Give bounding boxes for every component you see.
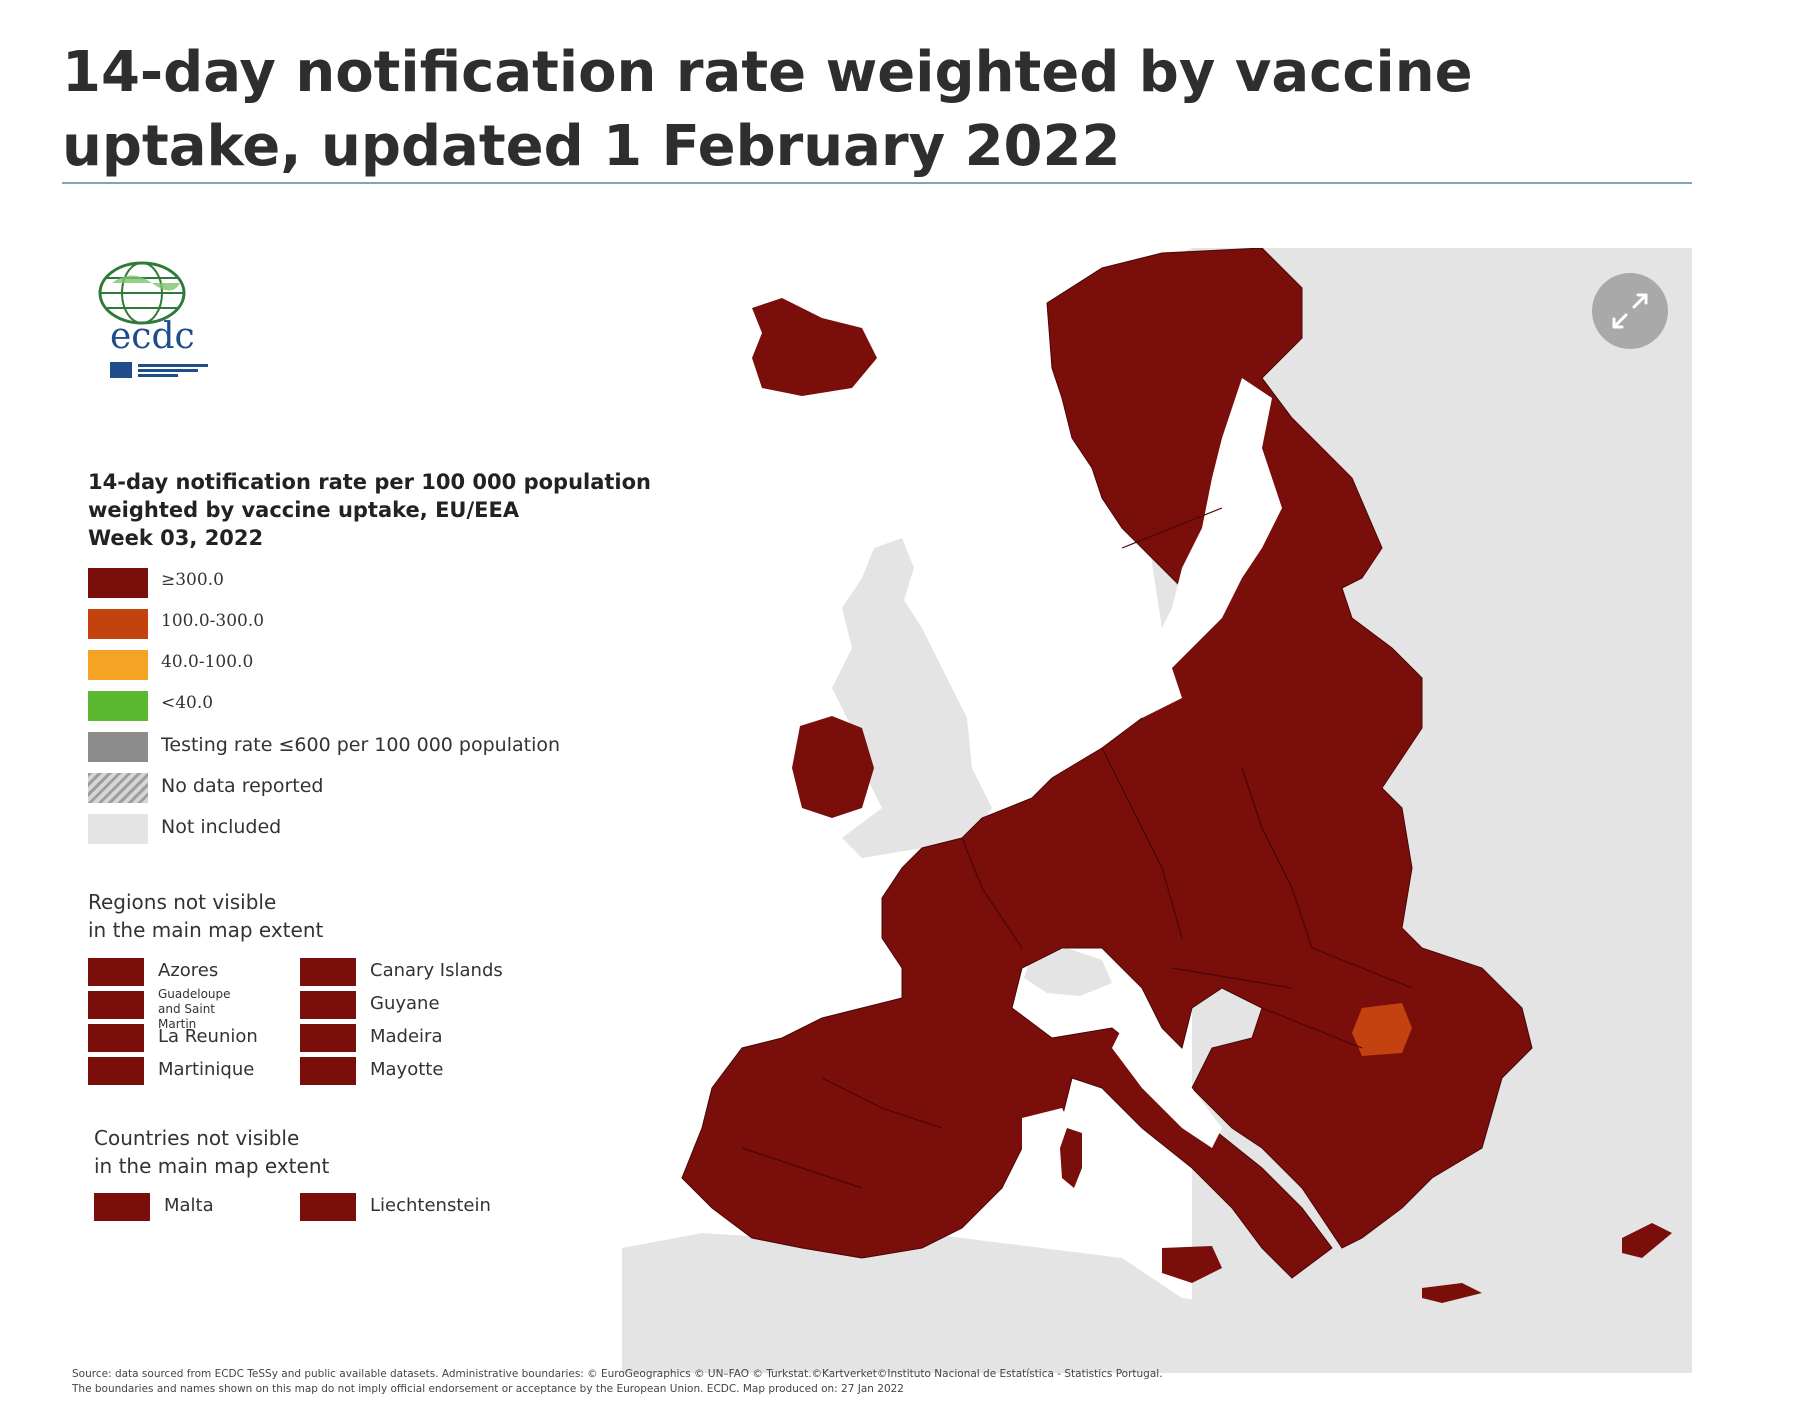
globe-icon: ecdc	[98, 261, 208, 378]
legend-item: Not included	[88, 810, 688, 851]
legend-item: 100.0-300.0	[88, 605, 688, 646]
legend-swatch	[88, 691, 148, 721]
legend-swatch	[88, 732, 148, 762]
country-swatch	[94, 1193, 150, 1221]
legend-swatch	[88, 609, 148, 639]
region-label: Martinique	[158, 1059, 255, 1080]
legend-label: 100.0-300.0	[161, 611, 265, 631]
cyprus	[1622, 1223, 1672, 1258]
ireland	[792, 716, 874, 818]
europe-map	[622, 248, 1692, 1373]
legend-item: No data reported	[88, 769, 688, 810]
sardinia-corsica	[1060, 1128, 1082, 1188]
region-label: Mayotte	[370, 1059, 444, 1080]
baltic-sea	[1122, 378, 1282, 718]
region-label: Guyane	[370, 993, 440, 1014]
source-note: Source: data sourced from ECDC TeSSy and…	[72, 1367, 1672, 1397]
title-divider	[62, 182, 1692, 184]
source-line-1: Source: data sourced from ECDC TeSSy and…	[72, 1368, 1163, 1380]
region-swatch	[300, 958, 356, 986]
legend-item: Testing rate ≤600 per 100 000 population	[88, 728, 688, 769]
legend-item: <40.0	[88, 687, 688, 728]
legend-item: 40.0-100.0	[88, 646, 688, 687]
region-swatch	[88, 1057, 144, 1085]
region-swatch	[300, 991, 356, 1019]
source-line-2: The boundaries and names shown on this m…	[72, 1383, 904, 1395]
not-included-switzerland	[1024, 948, 1112, 996]
iceland	[752, 298, 877, 396]
map-legend: 14-day notification rate per 100 000 pop…	[88, 468, 688, 851]
region-swatch	[88, 958, 144, 986]
region-label: La Reunion	[158, 1026, 258, 1047]
legend-label: 40.0-100.0	[161, 652, 254, 672]
eu-flag-icon	[110, 362, 132, 378]
legend-swatch	[88, 814, 148, 844]
region-label: Guadeloupe and Saint Martin	[158, 987, 231, 1031]
region-swatch	[300, 1024, 356, 1052]
legend-item: ≥300.0	[88, 564, 688, 605]
legend-swatch	[88, 568, 148, 598]
page-title: 14-day notification rate weighted by vac…	[62, 40, 1473, 179]
map-figure: ecdc 14-day notification rate per 100 00…	[62, 248, 1692, 1373]
sicily	[1162, 1246, 1222, 1283]
region-label: Azores	[158, 960, 219, 981]
region-label: Canary Islands	[370, 960, 503, 981]
legend-label: No data reported	[161, 775, 324, 797]
country-borders	[741, 507, 1413, 1189]
region-swatch	[88, 1024, 144, 1052]
countries-heading: Countries not visible in the main map ex…	[94, 1126, 330, 1178]
highlight-region	[1352, 1003, 1412, 1056]
region-label: Madeira	[370, 1026, 443, 1047]
country-swatch	[300, 1193, 356, 1221]
adriatic-sea	[1112, 1028, 1222, 1148]
legend-label: Testing rate ≤600 per 100 000 population	[161, 734, 561, 756]
legend-swatch	[88, 773, 148, 803]
region-swatch	[88, 991, 144, 1019]
ecdc-logo: ecdc	[92, 258, 262, 398]
regions-heading: Regions not visible in the main map exte…	[88, 890, 324, 942]
legend-label: Not included	[161, 816, 282, 838]
logo-wordmark: ecdc	[110, 316, 195, 357]
country-label: Malta	[164, 1195, 214, 1216]
crete	[1422, 1283, 1482, 1303]
legend-title: 14-day notification rate per 100 000 pop…	[88, 470, 652, 550]
not-included-uk	[832, 538, 992, 858]
legend-swatch	[88, 650, 148, 680]
expand-button[interactable]	[1592, 273, 1668, 349]
country-label: Liechtenstein	[370, 1195, 491, 1216]
region-swatch	[300, 1057, 356, 1085]
legend-label: ≥300.0	[161, 570, 224, 590]
legend-label: <40.0	[161, 693, 214, 713]
not-included-north-africa	[622, 1228, 1692, 1373]
kattegat	[1052, 618, 1122, 678]
expand-arrows-icon	[1612, 293, 1648, 329]
